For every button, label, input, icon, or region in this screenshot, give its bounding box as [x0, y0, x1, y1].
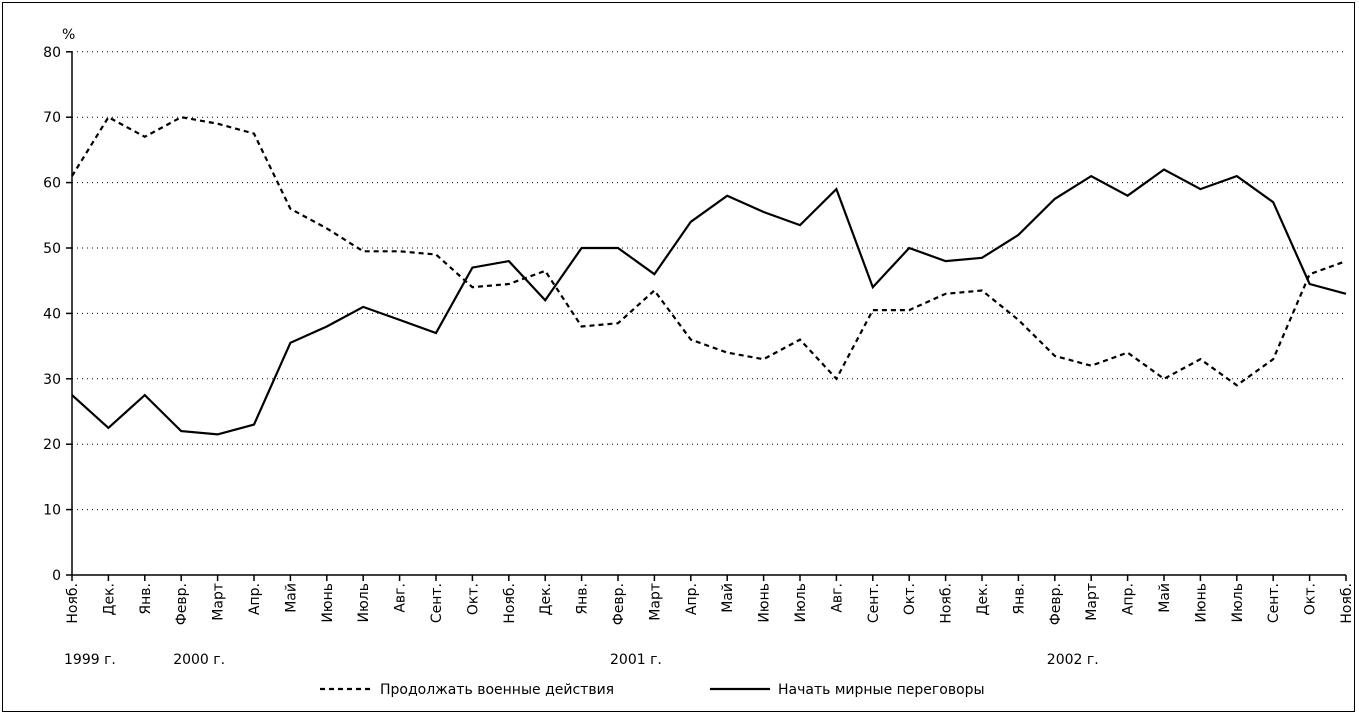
- x-tick-label: Нояб.: [65, 583, 81, 624]
- y-tick-label: 30: [43, 372, 61, 388]
- y-tick-label: 70: [43, 110, 61, 126]
- x-tick-label: Май: [283, 583, 299, 613]
- x-tick-label: Нояб.: [502, 583, 518, 624]
- x-tick-label: Февр.: [611, 583, 627, 625]
- x-tick-label: Февр.: [1048, 583, 1064, 625]
- y-tick-label: 10: [43, 503, 61, 519]
- legend: Продолжать военные действия Начать мирные…: [320, 682, 985, 698]
- grid: [72, 51, 1346, 511]
- legend-label: Продолжать военные действия: [380, 682, 614, 698]
- x-tick-label: Нояб.: [1339, 583, 1355, 624]
- x-tick-label: Июль: [793, 583, 809, 622]
- x-tick-label: Сент.: [866, 583, 882, 623]
- x-tick-label: Апр.: [247, 583, 263, 615]
- x-tick-labels: Нояб. Дек. Янв. Февр. Март Апр. Май Июнь Июль Авг…: [65, 583, 1355, 625]
- x-tick-label: Янв.: [1011, 583, 1027, 615]
- series: [71, 115, 1347, 436]
- year-label: 2000 г.: [173, 652, 225, 668]
- y-unit-label: %: [62, 27, 75, 43]
- x-tick-label: Дек.: [101, 583, 117, 615]
- x-tick-label: Окт.: [465, 583, 481, 615]
- x-tick-label: Июнь: [320, 583, 336, 623]
- x-tick-label: Сент.: [429, 583, 445, 623]
- x-tick-label: Июль: [356, 583, 372, 622]
- x-tick-label: Июль: [1230, 583, 1246, 622]
- x-tick-label: Окт.: [1303, 583, 1319, 615]
- x-tick-label: Авг.: [829, 583, 845, 613]
- x-tick-label: Апр.: [1121, 583, 1137, 615]
- series-line-1: [71, 115, 1347, 387]
- y-tick-label: 50: [43, 241, 61, 257]
- year-label: 1999 г.: [64, 652, 116, 668]
- y-tick-label: 60: [43, 176, 61, 192]
- x-tick-label: Февр.: [174, 583, 190, 625]
- x-tick-label: Янв.: [575, 583, 591, 615]
- year-label: 2001 г.: [610, 652, 662, 668]
- x-tick-label: Дек.: [538, 583, 554, 615]
- x-tick-label: Окт.: [902, 583, 918, 615]
- x-tick-label: Нояб.: [939, 583, 955, 624]
- x-tick-label: Март: [647, 583, 663, 621]
- y-tick-label: 80: [43, 45, 61, 61]
- axes: 0 10 20 30 40 50 60 70 80: [43, 45, 1347, 584]
- series-line-2: [71, 168, 1347, 436]
- y-tick-label: 40: [43, 306, 61, 322]
- x-tick-label: Май: [1157, 583, 1173, 613]
- x-tick-label: Сент.: [1266, 583, 1282, 623]
- x-tick-label: Март: [211, 583, 227, 621]
- x-tick-label: Март: [1084, 583, 1100, 621]
- year-labels: 1999 г. 2000 г. 2001 г. 2002 г.: [64, 652, 1099, 668]
- x-tick-label: Авг.: [393, 583, 409, 613]
- year-label: 2002 г.: [1047, 652, 1099, 668]
- x-tick-label: Май: [720, 583, 736, 613]
- y-tick-label: 20: [43, 437, 61, 453]
- x-tick-label: Апр.: [684, 583, 700, 615]
- legend-label: Начать мирные переговоры: [778, 682, 985, 698]
- x-tick-label: Дек.: [975, 583, 991, 615]
- x-tick-label: Июнь: [1193, 583, 1209, 623]
- x-tick-label: Июнь: [757, 583, 773, 623]
- x-tick-label: Янв.: [138, 583, 154, 615]
- y-tick-label: 0: [52, 568, 61, 584]
